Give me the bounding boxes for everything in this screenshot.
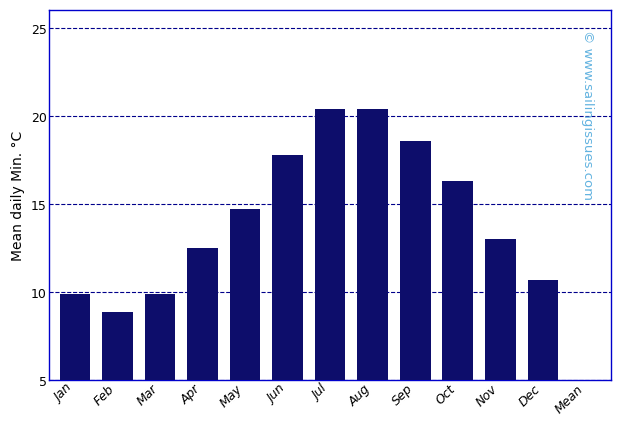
Bar xyxy=(442,181,473,380)
Bar xyxy=(357,109,388,380)
Bar xyxy=(400,141,430,380)
Y-axis label: Mean daily Min. °C: Mean daily Min. °C xyxy=(11,131,25,261)
Bar xyxy=(187,248,218,380)
Text: © www.sailingissues.com: © www.sailingissues.com xyxy=(581,29,594,199)
Bar xyxy=(527,280,558,380)
Bar xyxy=(145,294,175,380)
Bar xyxy=(60,294,90,380)
Bar xyxy=(230,210,261,380)
Bar xyxy=(102,312,132,380)
Bar xyxy=(485,240,516,380)
Bar xyxy=(315,109,345,380)
Bar xyxy=(272,155,303,380)
